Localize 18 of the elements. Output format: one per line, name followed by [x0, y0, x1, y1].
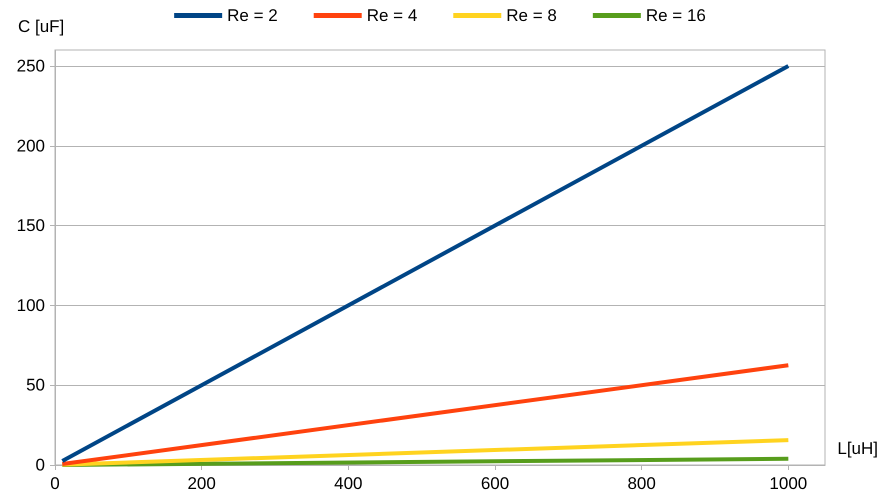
- x-tick-label: 600: [480, 474, 510, 493]
- legend-label: Re = 4: [366, 6, 418, 25]
- y-tick-label: 150: [16, 216, 45, 236]
- x-tick-label: 400: [334, 474, 363, 493]
- x-tick-label: 800: [627, 474, 656, 493]
- legend-label: Re = 16: [646, 6, 706, 25]
- y-tick-label: 200: [16, 136, 45, 156]
- legend-label: Re = 8: [506, 6, 557, 25]
- x-tick-label: 1000: [769, 474, 808, 493]
- y-tick-label: 50: [26, 376, 45, 395]
- y-tick-label: 250: [16, 56, 45, 76]
- y-axis-title: C [uF]: [18, 17, 64, 36]
- x-axis-title: L[uH]: [837, 439, 878, 458]
- x-tick-label: 200: [187, 474, 216, 493]
- x-tick-label: 0: [50, 474, 60, 493]
- y-tick-label: 100: [16, 296, 45, 315]
- y-tick-label: 0: [36, 456, 45, 474]
- legend-label: Re = 2: [227, 6, 278, 25]
